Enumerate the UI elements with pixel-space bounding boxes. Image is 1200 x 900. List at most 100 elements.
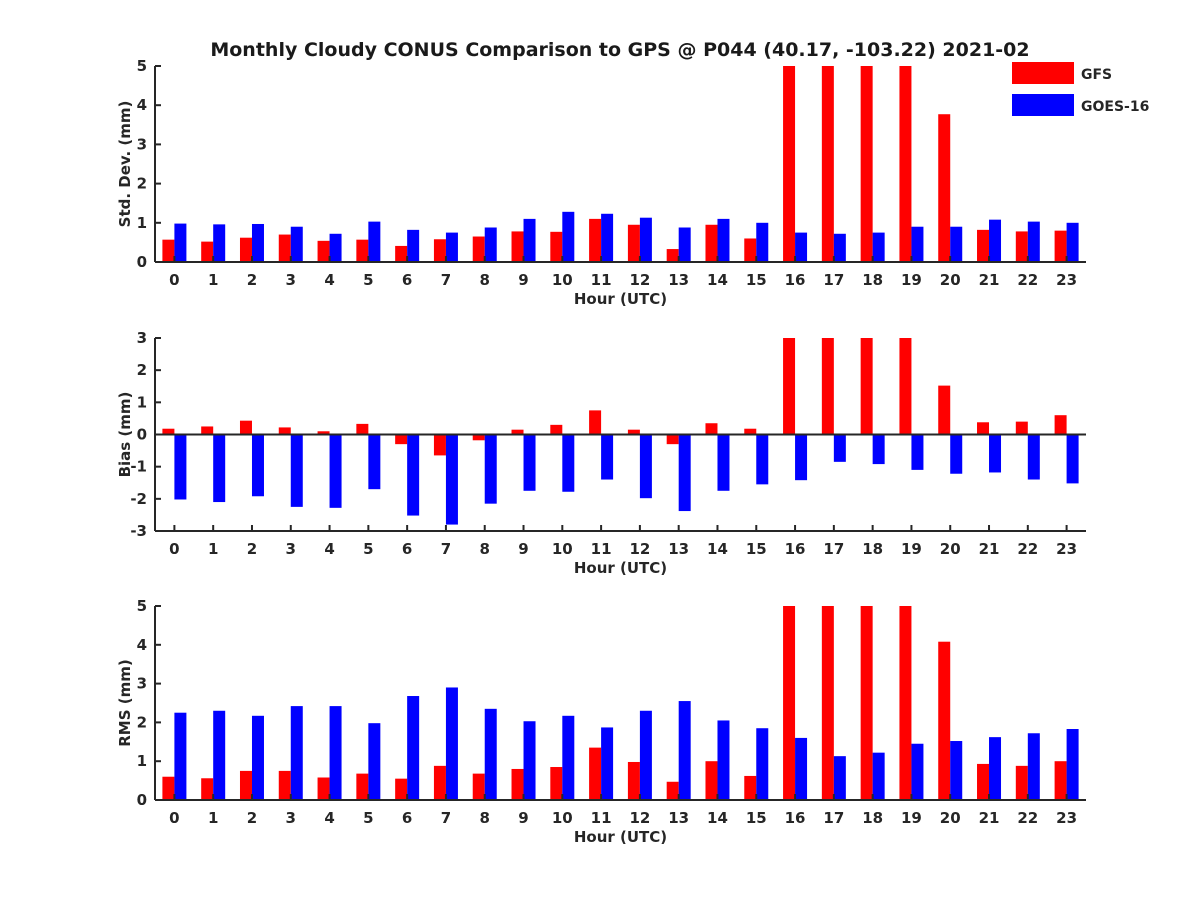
x-axis-label: Hour (UTC) — [574, 559, 667, 577]
bar-gfs-19 — [899, 66, 912, 262]
bar-goes16-12 — [639, 710, 652, 800]
bar-goes16-23 — [1066, 434, 1079, 484]
bar-goes16-6 — [407, 696, 420, 800]
bar-goes16-0 — [174, 434, 187, 500]
bar-goes16-22 — [1027, 434, 1040, 480]
bar-gfs-6 — [395, 434, 408, 445]
bar-gfs-13 — [666, 781, 679, 800]
x-tick-label: 14 — [707, 540, 728, 558]
bar-gfs-4 — [317, 431, 330, 435]
bar-goes16-15 — [756, 434, 769, 485]
bar-goes16-23 — [1066, 222, 1079, 262]
bar-goes16-13 — [678, 701, 691, 800]
y-tick-label: 0 — [137, 426, 147, 444]
x-tick-label: 6 — [402, 809, 412, 827]
x-tick-label: 1 — [208, 809, 218, 827]
x-tick-label: 10 — [552, 271, 573, 289]
x-tick-label: 13 — [668, 809, 689, 827]
bar-gfs-10 — [550, 231, 563, 262]
x-tick-label: 17 — [823, 271, 844, 289]
bar-gfs-11 — [589, 218, 602, 262]
bar-gfs-23 — [1054, 761, 1067, 800]
bar-goes16-21 — [989, 737, 1002, 800]
bar-gfs-14 — [705, 761, 718, 800]
bar-gfs-6 — [395, 245, 408, 262]
bar-gfs-17 — [821, 338, 834, 435]
x-tick-label: 14 — [707, 809, 728, 827]
bar-goes16-1 — [213, 710, 226, 800]
y-tick-label: 2 — [137, 713, 147, 731]
bar-gfs-7 — [433, 434, 446, 456]
bar-gfs-16 — [783, 338, 796, 435]
y-tick-label: 2 — [137, 361, 147, 379]
bar-gfs-2 — [239, 770, 252, 800]
bar-goes16-14 — [717, 218, 730, 262]
x-tick-label: 3 — [286, 540, 296, 558]
bar-gfs-22 — [1015, 231, 1028, 262]
bar-gfs-1 — [201, 778, 214, 800]
bar-gfs-18 — [860, 338, 873, 435]
bar-goes16-9 — [523, 218, 536, 262]
x-tick-label: 11 — [591, 809, 612, 827]
bar-goes16-2 — [251, 223, 264, 262]
x-tick-label: 12 — [629, 540, 650, 558]
bar-goes16-23 — [1066, 729, 1079, 800]
bar-gfs-22 — [1015, 421, 1028, 435]
bar-goes16-13 — [678, 227, 691, 262]
bar-gfs-17 — [821, 606, 834, 800]
bar-gfs-4 — [317, 240, 330, 262]
x-tick-label: 21 — [979, 271, 1000, 289]
x-tick-label: 21 — [979, 540, 1000, 558]
x-tick-label: 20 — [940, 540, 961, 558]
bar-gfs-0 — [162, 428, 175, 435]
bar-gfs-14 — [705, 423, 718, 435]
x-tick-label: 22 — [1017, 271, 1038, 289]
legend-swatch-goes16 — [1012, 94, 1074, 116]
x-tick-label: 5 — [363, 540, 373, 558]
y-tick-label: 3 — [137, 329, 147, 347]
bar-gfs-1 — [201, 426, 214, 435]
bar-goes16-1 — [213, 224, 226, 262]
bar-goes16-8 — [484, 434, 497, 504]
bar-gfs-19 — [899, 606, 912, 800]
bar-goes16-19 — [911, 226, 924, 262]
x-tick-label: 16 — [785, 809, 806, 827]
bar-goes16-4 — [329, 706, 342, 800]
x-tick-label: 3 — [286, 809, 296, 827]
x-tick-label: 15 — [746, 271, 767, 289]
y-tick-label: 1 — [137, 214, 147, 232]
bar-gfs-15 — [744, 428, 757, 435]
bar-gfs-7 — [433, 765, 446, 800]
legend: GFS GOES-16 — [1012, 62, 1149, 116]
x-tick-label: 22 — [1017, 809, 1038, 827]
x-tick-label: 18 — [862, 809, 883, 827]
bar-gfs-9 — [511, 429, 524, 435]
y-tick-label: -2 — [130, 490, 147, 508]
bar-goes16-12 — [639, 217, 652, 262]
x-tick-label: 1 — [208, 271, 218, 289]
bar-goes16-20 — [950, 434, 963, 474]
bar-goes16-10 — [562, 211, 575, 262]
x-tick-label: 12 — [629, 809, 650, 827]
bar-goes16-7 — [445, 434, 458, 525]
x-tick-label: 21 — [979, 809, 1000, 827]
bar-goes16-13 — [678, 434, 691, 512]
bar-goes16-17 — [833, 756, 846, 800]
bar-goes16-17 — [833, 233, 846, 262]
legend-label-goes16: GOES-16 — [1081, 99, 1149, 115]
x-tick-label: 20 — [940, 809, 961, 827]
bar-gfs-8 — [472, 236, 485, 262]
x-tick-label: 5 — [363, 809, 373, 827]
y-tick-label: 1 — [137, 752, 147, 770]
x-tick-label: 11 — [591, 540, 612, 558]
x-tick-label: 8 — [480, 540, 490, 558]
bar-goes16-21 — [989, 219, 1002, 262]
bar-goes16-11 — [601, 434, 614, 480]
bar-gfs-5 — [356, 773, 369, 800]
x-tick-label: 7 — [441, 809, 451, 827]
x-tick-label: 18 — [862, 540, 883, 558]
bar-gfs-12 — [627, 224, 640, 262]
x-axis-label: Hour (UTC) — [574, 828, 667, 846]
y-axis-label: Std. Dev. (mm) — [116, 101, 134, 228]
